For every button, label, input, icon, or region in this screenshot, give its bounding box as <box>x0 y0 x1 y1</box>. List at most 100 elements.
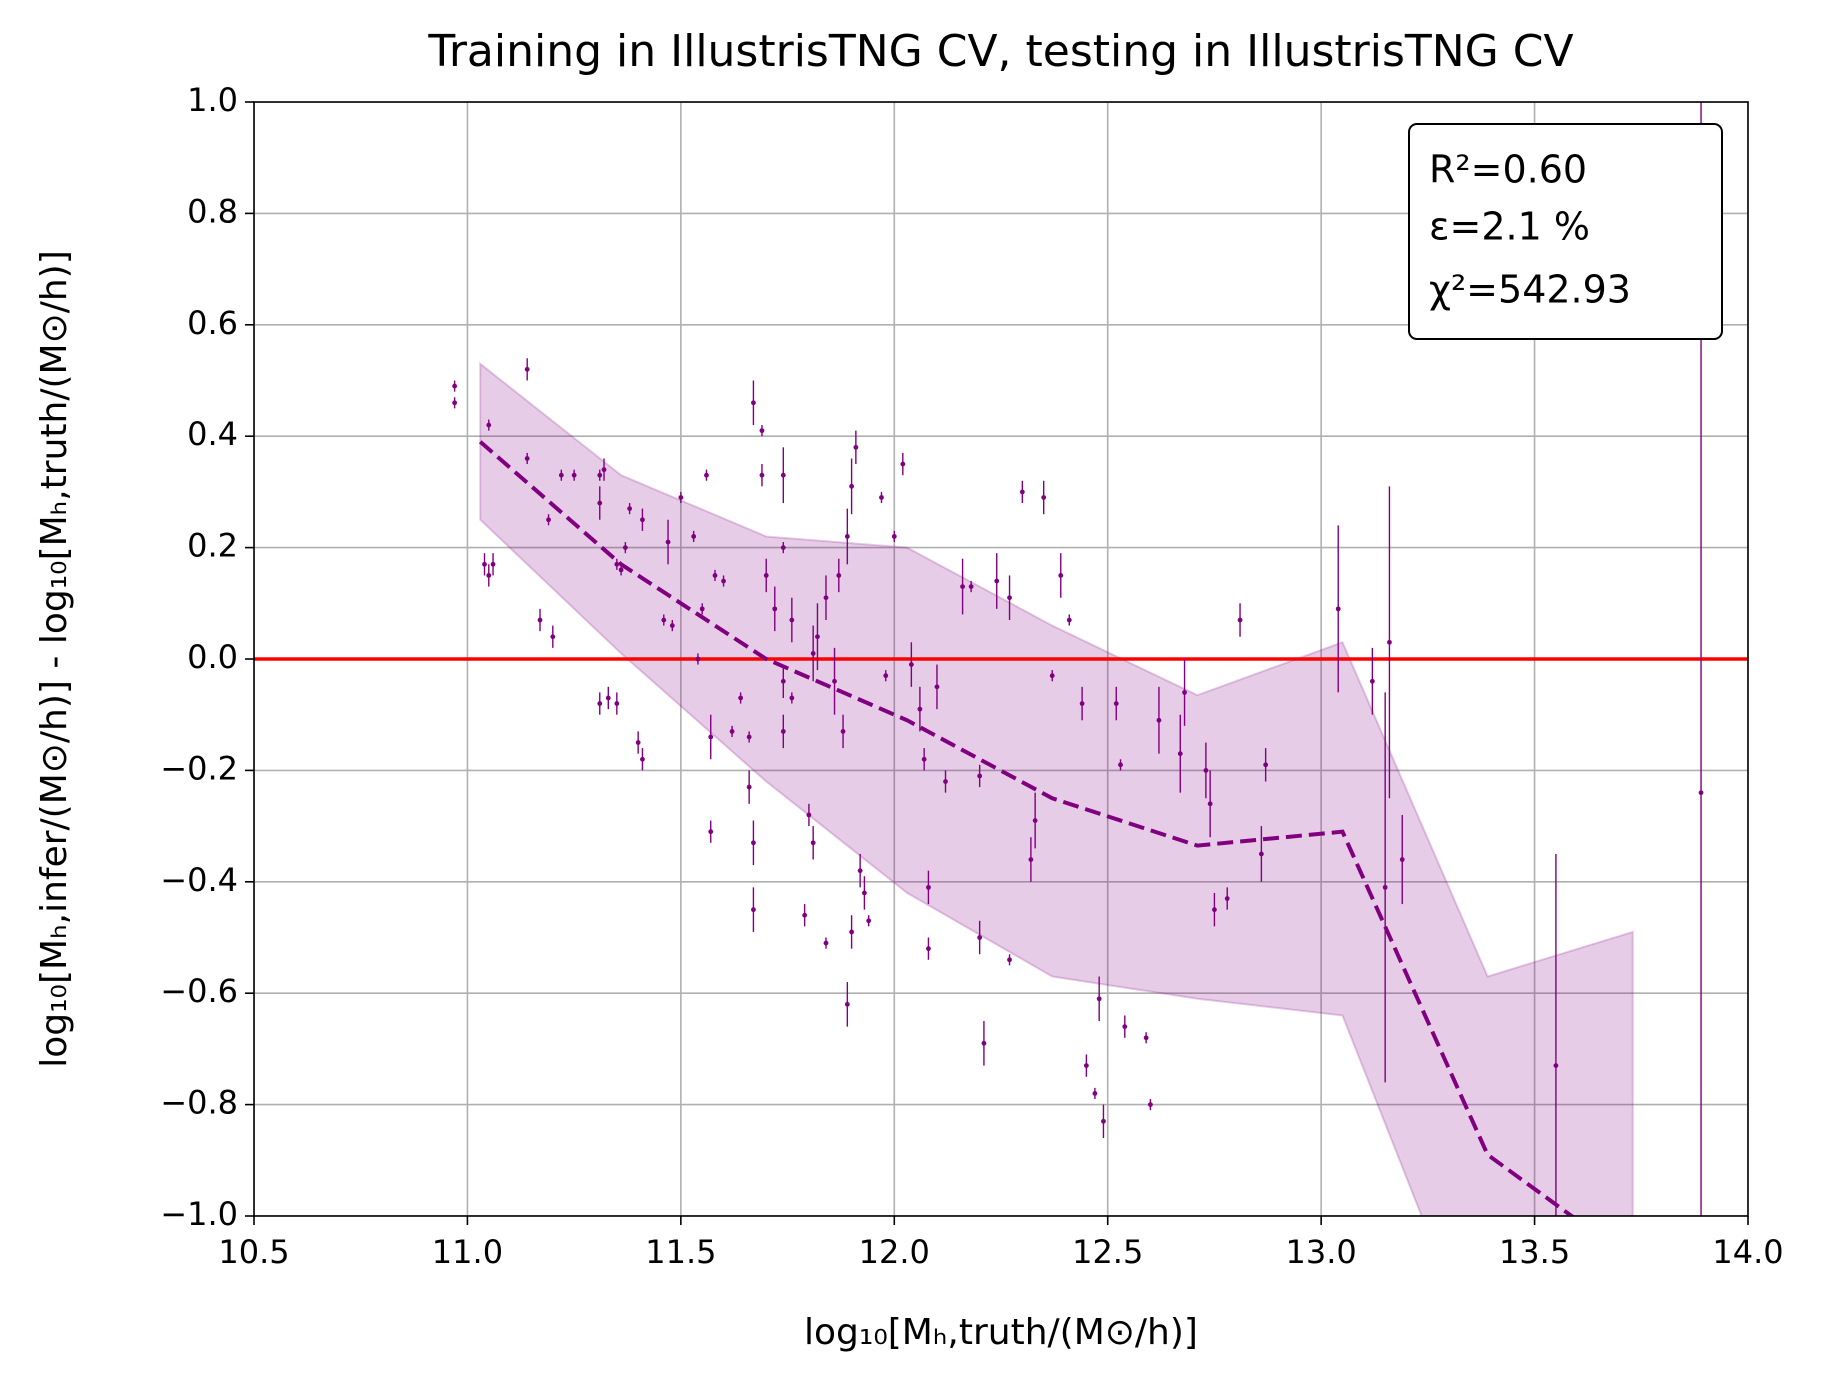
point <box>849 929 854 935</box>
point <box>836 573 842 578</box>
point <box>546 517 551 523</box>
y-tick-label: 0.4 <box>187 415 238 453</box>
point <box>840 729 846 734</box>
point <box>849 483 854 489</box>
y-tick-label: 0.0 <box>187 638 238 676</box>
annotation: R²=0.60 <box>1429 148 1587 192</box>
point <box>482 561 487 567</box>
point <box>853 444 859 450</box>
point <box>1143 1035 1149 1041</box>
point <box>661 617 667 623</box>
point <box>751 400 756 406</box>
point <box>1118 762 1123 768</box>
point <box>1092 1091 1098 1096</box>
x-tick-label: 13.0 <box>1286 1233 1357 1271</box>
point <box>960 584 965 589</box>
point <box>968 584 974 589</box>
point <box>789 695 795 701</box>
point <box>1212 907 1217 913</box>
point <box>721 578 726 584</box>
x-axis-label: log₁₀[Mₕ,truth/(M⊙/h)] <box>804 1312 1198 1353</box>
point <box>678 495 684 500</box>
point <box>1553 1063 1559 1069</box>
point <box>1698 790 1704 796</box>
point <box>1335 606 1341 612</box>
point <box>712 573 718 578</box>
point <box>1156 717 1162 723</box>
point <box>640 756 645 762</box>
point <box>810 651 816 656</box>
point <box>751 840 756 846</box>
point <box>669 623 675 628</box>
point <box>1177 751 1183 757</box>
point <box>1049 673 1055 679</box>
y-tick-label: 1.0 <box>187 81 238 119</box>
point <box>597 701 603 706</box>
point <box>832 678 837 684</box>
point <box>977 773 983 779</box>
point <box>1382 884 1388 890</box>
point <box>981 1040 987 1046</box>
point <box>844 1001 850 1007</box>
point <box>759 428 765 434</box>
point <box>708 734 714 740</box>
x-tick-label: 13.5 <box>1499 1233 1570 1271</box>
x-tick-label: 14.0 <box>1712 1233 1783 1271</box>
point <box>810 840 816 846</box>
point <box>1028 857 1034 862</box>
point <box>823 940 829 946</box>
x-tick-label: 11.0 <box>432 1233 503 1271</box>
point <box>622 545 628 550</box>
annotation: χ²=542.93 <box>1429 268 1631 312</box>
point <box>452 400 458 406</box>
point <box>738 695 744 701</box>
point <box>729 729 735 734</box>
point <box>486 422 492 428</box>
point <box>1148 1102 1153 1107</box>
point <box>763 573 769 578</box>
point <box>1207 801 1213 807</box>
point <box>751 907 756 913</box>
y-tick-label: −1.0 <box>160 1195 238 1233</box>
point <box>1101 1118 1106 1124</box>
point <box>1263 762 1269 768</box>
point <box>883 673 889 679</box>
point <box>1258 851 1264 857</box>
point <box>452 383 458 389</box>
point <box>921 756 927 762</box>
point <box>857 868 863 874</box>
point <box>1007 957 1012 963</box>
point <box>1032 818 1038 823</box>
point <box>879 495 884 500</box>
y-tick-label: −0.6 <box>160 972 238 1010</box>
point <box>866 918 872 924</box>
plot-area <box>254 102 1748 1216</box>
point <box>1369 678 1375 684</box>
x-tick-label: 11.5 <box>645 1233 716 1271</box>
y-tick-label: 0.8 <box>187 192 238 230</box>
y-tick-label: 0.2 <box>187 527 238 565</box>
point <box>1083 1063 1089 1069</box>
point <box>844 534 850 539</box>
point <box>1058 573 1064 578</box>
annotation-box <box>1408 123 1723 340</box>
y-tick-label: −0.4 <box>160 861 238 899</box>
x-tick-label: 12.5 <box>1072 1233 1143 1271</box>
point <box>597 472 603 478</box>
point <box>780 678 786 684</box>
y-tick-label: 0.6 <box>187 304 238 342</box>
point <box>802 912 808 918</box>
point <box>537 617 543 623</box>
point <box>1079 701 1085 706</box>
point <box>558 472 564 478</box>
y-axis-label: log₁₀[Mₕ,infer/(M⊙/h)] - log₁₀[Mₕ,truth/… <box>34 250 75 1068</box>
point <box>780 472 786 478</box>
point <box>597 500 603 506</box>
point <box>746 734 752 740</box>
x-tick-label: 12.0 <box>859 1233 930 1271</box>
point <box>618 567 624 573</box>
point <box>1203 768 1209 773</box>
point <box>699 606 705 612</box>
point <box>977 935 983 940</box>
